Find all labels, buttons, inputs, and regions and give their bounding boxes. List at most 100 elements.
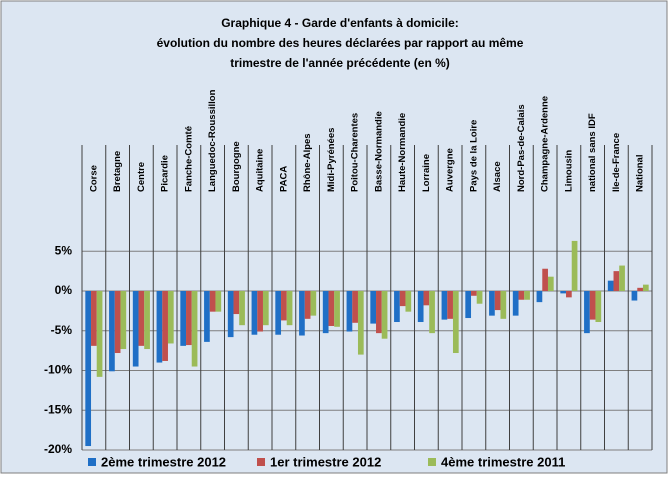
y-tick-label: 0% (55, 283, 73, 297)
bar (180, 291, 187, 346)
bar (512, 291, 519, 316)
bar (476, 291, 483, 304)
bar (536, 291, 543, 303)
bar (489, 291, 495, 316)
x-tick-label: Lorraine (421, 154, 432, 192)
bar (346, 291, 353, 332)
x-tick-label: Auvergne (445, 148, 456, 192)
bar (447, 291, 453, 319)
bar (304, 291, 311, 319)
bar (589, 291, 596, 320)
bar (441, 291, 448, 320)
bar (96, 291, 103, 377)
legend-swatch (88, 458, 96, 466)
bar (262, 291, 269, 326)
y-tick-label: -5% (51, 323, 73, 337)
chart-title: Graphique 4 - Garde d'enfants à domicile… (221, 16, 459, 30)
bar (394, 291, 400, 323)
bar (494, 291, 501, 311)
x-tick-label: Poitou-Charentes (350, 113, 361, 192)
legend-swatch (257, 458, 265, 466)
bar (204, 291, 210, 342)
legend-label: 2ème trimestre 2012 (101, 454, 226, 469)
y-tick-label: -10% (44, 363, 72, 377)
bar (423, 291, 430, 306)
bar (471, 291, 477, 296)
bar (399, 291, 406, 307)
x-tick-label: Basse-Normandie (373, 111, 384, 192)
bar (405, 291, 412, 312)
bar (186, 291, 192, 346)
bar (275, 291, 282, 335)
x-tick-label: Haute-Normandie (397, 113, 408, 192)
bar (429, 291, 435, 334)
legend-label: 4ème trimestre 2011 (441, 454, 565, 469)
bar (328, 291, 335, 326)
bar (417, 291, 424, 323)
bar (120, 291, 127, 350)
bar (642, 284, 649, 291)
bar (334, 291, 340, 327)
bar (619, 265, 625, 291)
x-tick-label: Corse (88, 165, 99, 192)
chart-title: évolution du nombre des heures déclarées… (157, 36, 524, 50)
x-tick-label: Nord-Pas-de-Calais (516, 104, 527, 192)
bar (376, 291, 382, 334)
bar (566, 291, 572, 298)
bar (138, 291, 145, 346)
chart-title: trimestre de l'année précédente (en %) (230, 56, 450, 70)
bar (85, 291, 92, 447)
bar (281, 291, 287, 321)
x-tick-label: Alsace (492, 161, 503, 192)
bar (637, 287, 643, 291)
bar (547, 276, 554, 291)
x-tick-label: Aquitaine (255, 149, 266, 192)
bar (357, 291, 364, 355)
bar (239, 291, 245, 326)
bar (607, 280, 614, 291)
bar (132, 291, 139, 367)
bar (162, 291, 168, 361)
x-tick-label: Rhône-Alpes (302, 133, 313, 192)
x-tick-label: Bourgogne (231, 141, 242, 192)
bar (310, 291, 317, 316)
bar (571, 240, 578, 291)
x-tick-label: national sans IDF (587, 113, 598, 192)
y-tick-label: -20% (44, 442, 72, 456)
y-tick-label: -15% (44, 402, 72, 416)
x-tick-label: Midi-Pyrénées (326, 128, 337, 192)
bar (560, 291, 567, 294)
bar (167, 291, 174, 344)
bar (370, 291, 377, 324)
bar (209, 291, 216, 312)
x-tick-label: Fanche-Comté (183, 126, 194, 192)
bar (631, 291, 638, 301)
bar (518, 291, 525, 300)
bar (233, 291, 240, 315)
x-tick-label: Pays de la Loire (468, 120, 479, 192)
bar (352, 291, 358, 323)
bar (381, 291, 388, 339)
bar (299, 291, 305, 336)
bar (613, 271, 620, 291)
legend-label: 1er trimestre 2012 (270, 454, 381, 469)
bar (452, 291, 459, 354)
x-tick-label: Centre (136, 162, 147, 192)
bar (91, 291, 97, 346)
bar (114, 291, 121, 354)
bar (465, 291, 472, 319)
x-tick-label: Languedoc-Roussillon (207, 89, 218, 192)
y-tick-label: 5% (55, 243, 73, 257)
bar (286, 291, 293, 326)
bar (542, 268, 548, 291)
bar (524, 291, 530, 300)
x-tick-label: Ile-de-France (611, 133, 622, 192)
bar (215, 291, 222, 312)
bar (500, 291, 507, 319)
x-tick-label: National (635, 155, 646, 192)
legend-swatch (428, 458, 436, 466)
bar (322, 291, 329, 334)
bar (109, 291, 115, 372)
